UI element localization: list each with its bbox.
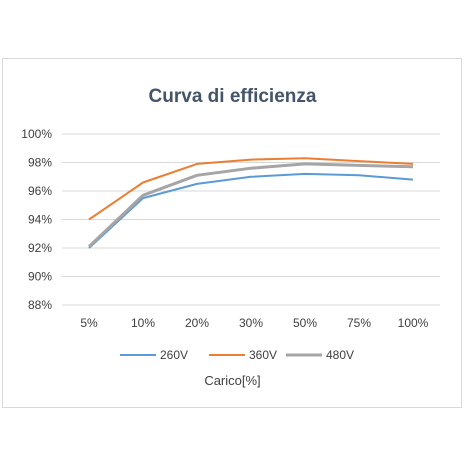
x-axis-title: Carico[%]	[204, 373, 261, 388]
legend-label: 480V	[326, 348, 354, 362]
legend-label: 260V	[160, 348, 188, 362]
x-tick-label: 50%	[293, 316, 317, 330]
legend-label: 360V	[249, 348, 277, 362]
y-tick-label: 94%	[28, 213, 52, 227]
y-tick-label: 88%	[28, 298, 52, 312]
y-tick-label: 100%	[21, 127, 52, 141]
x-tick-label: 5%	[80, 316, 98, 330]
chart-title: Curva di efficienza	[148, 86, 317, 107]
x-tick-label: 20%	[185, 316, 209, 330]
x-tick-label: 30%	[239, 316, 263, 330]
chart-frame	[2, 58, 462, 408]
x-tick-label: 100%	[398, 316, 429, 330]
series-line-260V	[88, 172, 414, 249]
y-tick-label: 96%	[28, 184, 52, 198]
series-line-360V	[88, 157, 414, 221]
y-tick-label: 90%	[28, 270, 52, 284]
y-tick-label: 98%	[28, 156, 52, 170]
series-line-480V	[87, 162, 414, 248]
x-tick-label: 10%	[131, 316, 155, 330]
y-tick-label: 92%	[28, 241, 52, 255]
x-tick-label: 75%	[347, 316, 371, 330]
